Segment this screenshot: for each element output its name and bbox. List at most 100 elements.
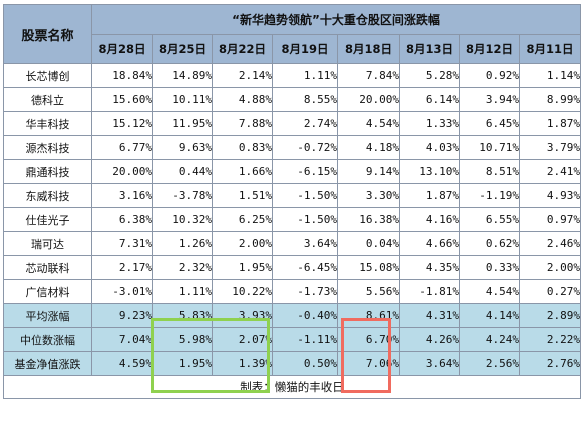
change-value-cell: 2.41% — [519, 159, 581, 184]
change-value-cell: 2.46% — [519, 231, 581, 256]
table-row: 芯动联科 2.17% 2.32% 1.95% -6.45% 15.08% 4.35% 0.33… — [3, 255, 581, 280]
stock-name-cell: 鼎通科技 — [3, 159, 92, 184]
change-value-cell: 15.60% — [91, 87, 153, 112]
change-value-cell: 3.79% — [519, 135, 581, 160]
change-value-cell: 7.84% — [337, 63, 400, 88]
stock-name-cell: 东威科技 — [3, 183, 92, 208]
change-value-cell: 16.38% — [337, 207, 400, 232]
stock-name-cell: 中位数涨幅 — [3, 327, 92, 352]
table-row: 东威科技 3.16% -3.78% 1.51% -1.50% 3.30% 1.87% -1.1… — [3, 183, 581, 208]
summary-row: 平均涨幅 9.23% 5.83% 3.93% -0.40% 8.61% 4.31% 4.14%… — [3, 303, 581, 328]
change-value-cell: 1.11% — [152, 279, 213, 304]
summary-row: 中位数涨幅 7.04% 5.98% 2.07% -1.11% 6.70% 4.26% 4.24… — [3, 327, 581, 352]
table-row: 德科立 15.60% 10.11% 4.88% 8.55% 20.00% 6.14% 3.94… — [3, 87, 581, 112]
change-value-cell: 2.22% — [519, 327, 581, 352]
change-value-cell: 0.97% — [519, 207, 581, 232]
change-value-cell: -1.50% — [272, 207, 338, 232]
stock-name-header: 股票名称 — [3, 4, 92, 64]
change-value-cell: -1.11% — [272, 327, 338, 352]
change-value-cell: 4.59% — [91, 351, 153, 376]
table-body: 长芯博创 18.84% 14.89% 2.14% 1.11% 7.84% 5.28% 0.92… — [3, 63, 581, 376]
change-value-cell: 20.00% — [337, 87, 400, 112]
change-value-cell: -1.73% — [272, 279, 338, 304]
change-value-cell: -6.45% — [272, 255, 338, 280]
change-value-cell: 6.38% — [91, 207, 153, 232]
change-value-cell: 20.00% — [91, 159, 153, 184]
change-value-cell: 2.00% — [519, 255, 581, 280]
date-header: 8月28日 — [91, 34, 153, 64]
stock-name-cell: 芯动联科 — [3, 255, 92, 280]
change-value-cell: 2.74% — [272, 111, 338, 136]
change-value-cell: 2.14% — [212, 63, 273, 88]
change-value-cell: 14.89% — [152, 63, 213, 88]
change-value-cell: 0.83% — [212, 135, 273, 160]
change-value-cell: 8.55% — [272, 87, 338, 112]
change-value-cell: 9.23% — [91, 303, 153, 328]
stock-name-cell: 源杰科技 — [3, 135, 92, 160]
change-value-cell: 3.93% — [212, 303, 273, 328]
change-value-cell: 8.99% — [519, 87, 581, 112]
change-value-cell: 11.95% — [152, 111, 213, 136]
table-row: 源杰科技 6.77% 9.63% 0.83% -0.72% 4.18% 4.03% 10.71… — [3, 135, 581, 160]
date-header: 8月13日 — [399, 34, 460, 64]
change-value-cell: 4.66% — [399, 231, 460, 256]
change-value-cell: 3.64% — [399, 351, 460, 376]
change-value-cell: 0.33% — [459, 255, 520, 280]
change-value-cell: 15.08% — [337, 255, 400, 280]
change-value-cell: 2.56% — [459, 351, 520, 376]
change-value-cell: 2.32% — [152, 255, 213, 280]
change-value-cell: 0.27% — [519, 279, 581, 304]
stock-name-cell: 仕佳光子 — [3, 207, 92, 232]
change-value-cell: 4.31% — [399, 303, 460, 328]
change-value-cell: 5.98% — [152, 327, 213, 352]
table-row: 鼎通科技 20.00% 0.44% 1.66% -6.15% 9.14% 13.10% 8.5… — [3, 159, 581, 184]
table-row: 长芯博创 18.84% 14.89% 2.14% 1.11% 7.84% 5.28% 0.92… — [3, 63, 581, 88]
change-value-cell: 10.11% — [152, 87, 213, 112]
change-value-cell: 4.54% — [337, 111, 400, 136]
change-value-cell: 0.50% — [272, 351, 338, 376]
change-value-cell: 7.31% — [91, 231, 153, 256]
change-value-cell: 9.14% — [337, 159, 400, 184]
change-value-cell: 1.11% — [272, 63, 338, 88]
change-value-cell: -3.01% — [91, 279, 153, 304]
change-value-cell: 4.14% — [459, 303, 520, 328]
change-value-cell: 9.63% — [152, 135, 213, 160]
stock-change-table: 股票名称 “新华趋势领航”十大重仓股区间涨跌幅 8月28日 8月25日 8月22… — [3, 4, 581, 399]
change-value-cell: 2.76% — [519, 351, 581, 376]
change-value-cell: 6.55% — [459, 207, 520, 232]
change-value-cell: 4.88% — [212, 87, 273, 112]
change-value-cell: 1.26% — [152, 231, 213, 256]
change-value-cell: 0.92% — [459, 63, 520, 88]
change-value-cell: 5.83% — [152, 303, 213, 328]
stock-name-cell: 长芯博创 — [3, 63, 92, 88]
stock-name-cell: 德科立 — [3, 87, 92, 112]
change-value-cell: 10.22% — [212, 279, 273, 304]
change-value-cell: 2.17% — [91, 255, 153, 280]
change-value-cell: -1.19% — [459, 183, 520, 208]
change-value-cell: 1.95% — [152, 351, 213, 376]
date-header: 8月22日 — [212, 34, 273, 64]
change-value-cell: 3.16% — [91, 183, 153, 208]
change-value-cell: 6.25% — [212, 207, 273, 232]
change-value-cell: 8.51% — [459, 159, 520, 184]
change-value-cell: 6.70% — [337, 327, 400, 352]
stock-name-cell: 广信材料 — [3, 279, 92, 304]
change-value-cell: 1.87% — [399, 183, 460, 208]
change-value-cell: -1.81% — [399, 279, 460, 304]
change-value-cell: 2.89% — [519, 303, 581, 328]
change-value-cell: 4.26% — [399, 327, 460, 352]
change-value-cell: 4.93% — [519, 183, 581, 208]
change-value-cell: 4.24% — [459, 327, 520, 352]
change-value-cell: 3.30% — [337, 183, 400, 208]
change-value-cell: 4.03% — [399, 135, 460, 160]
date-header: 8月12日 — [459, 34, 520, 64]
date-header: 8月19日 — [272, 34, 338, 64]
change-value-cell: 1.87% — [519, 111, 581, 136]
change-value-cell: 0.62% — [459, 231, 520, 256]
change-value-cell: 4.54% — [459, 279, 520, 304]
table-row: 仕佳光子 6.38% 10.32% 6.25% -1.50% 16.38% 4.16% 6.5… — [3, 207, 581, 232]
change-value-cell: 10.71% — [459, 135, 520, 160]
change-value-cell: 4.16% — [399, 207, 460, 232]
change-value-cell: 7.06% — [337, 351, 400, 376]
